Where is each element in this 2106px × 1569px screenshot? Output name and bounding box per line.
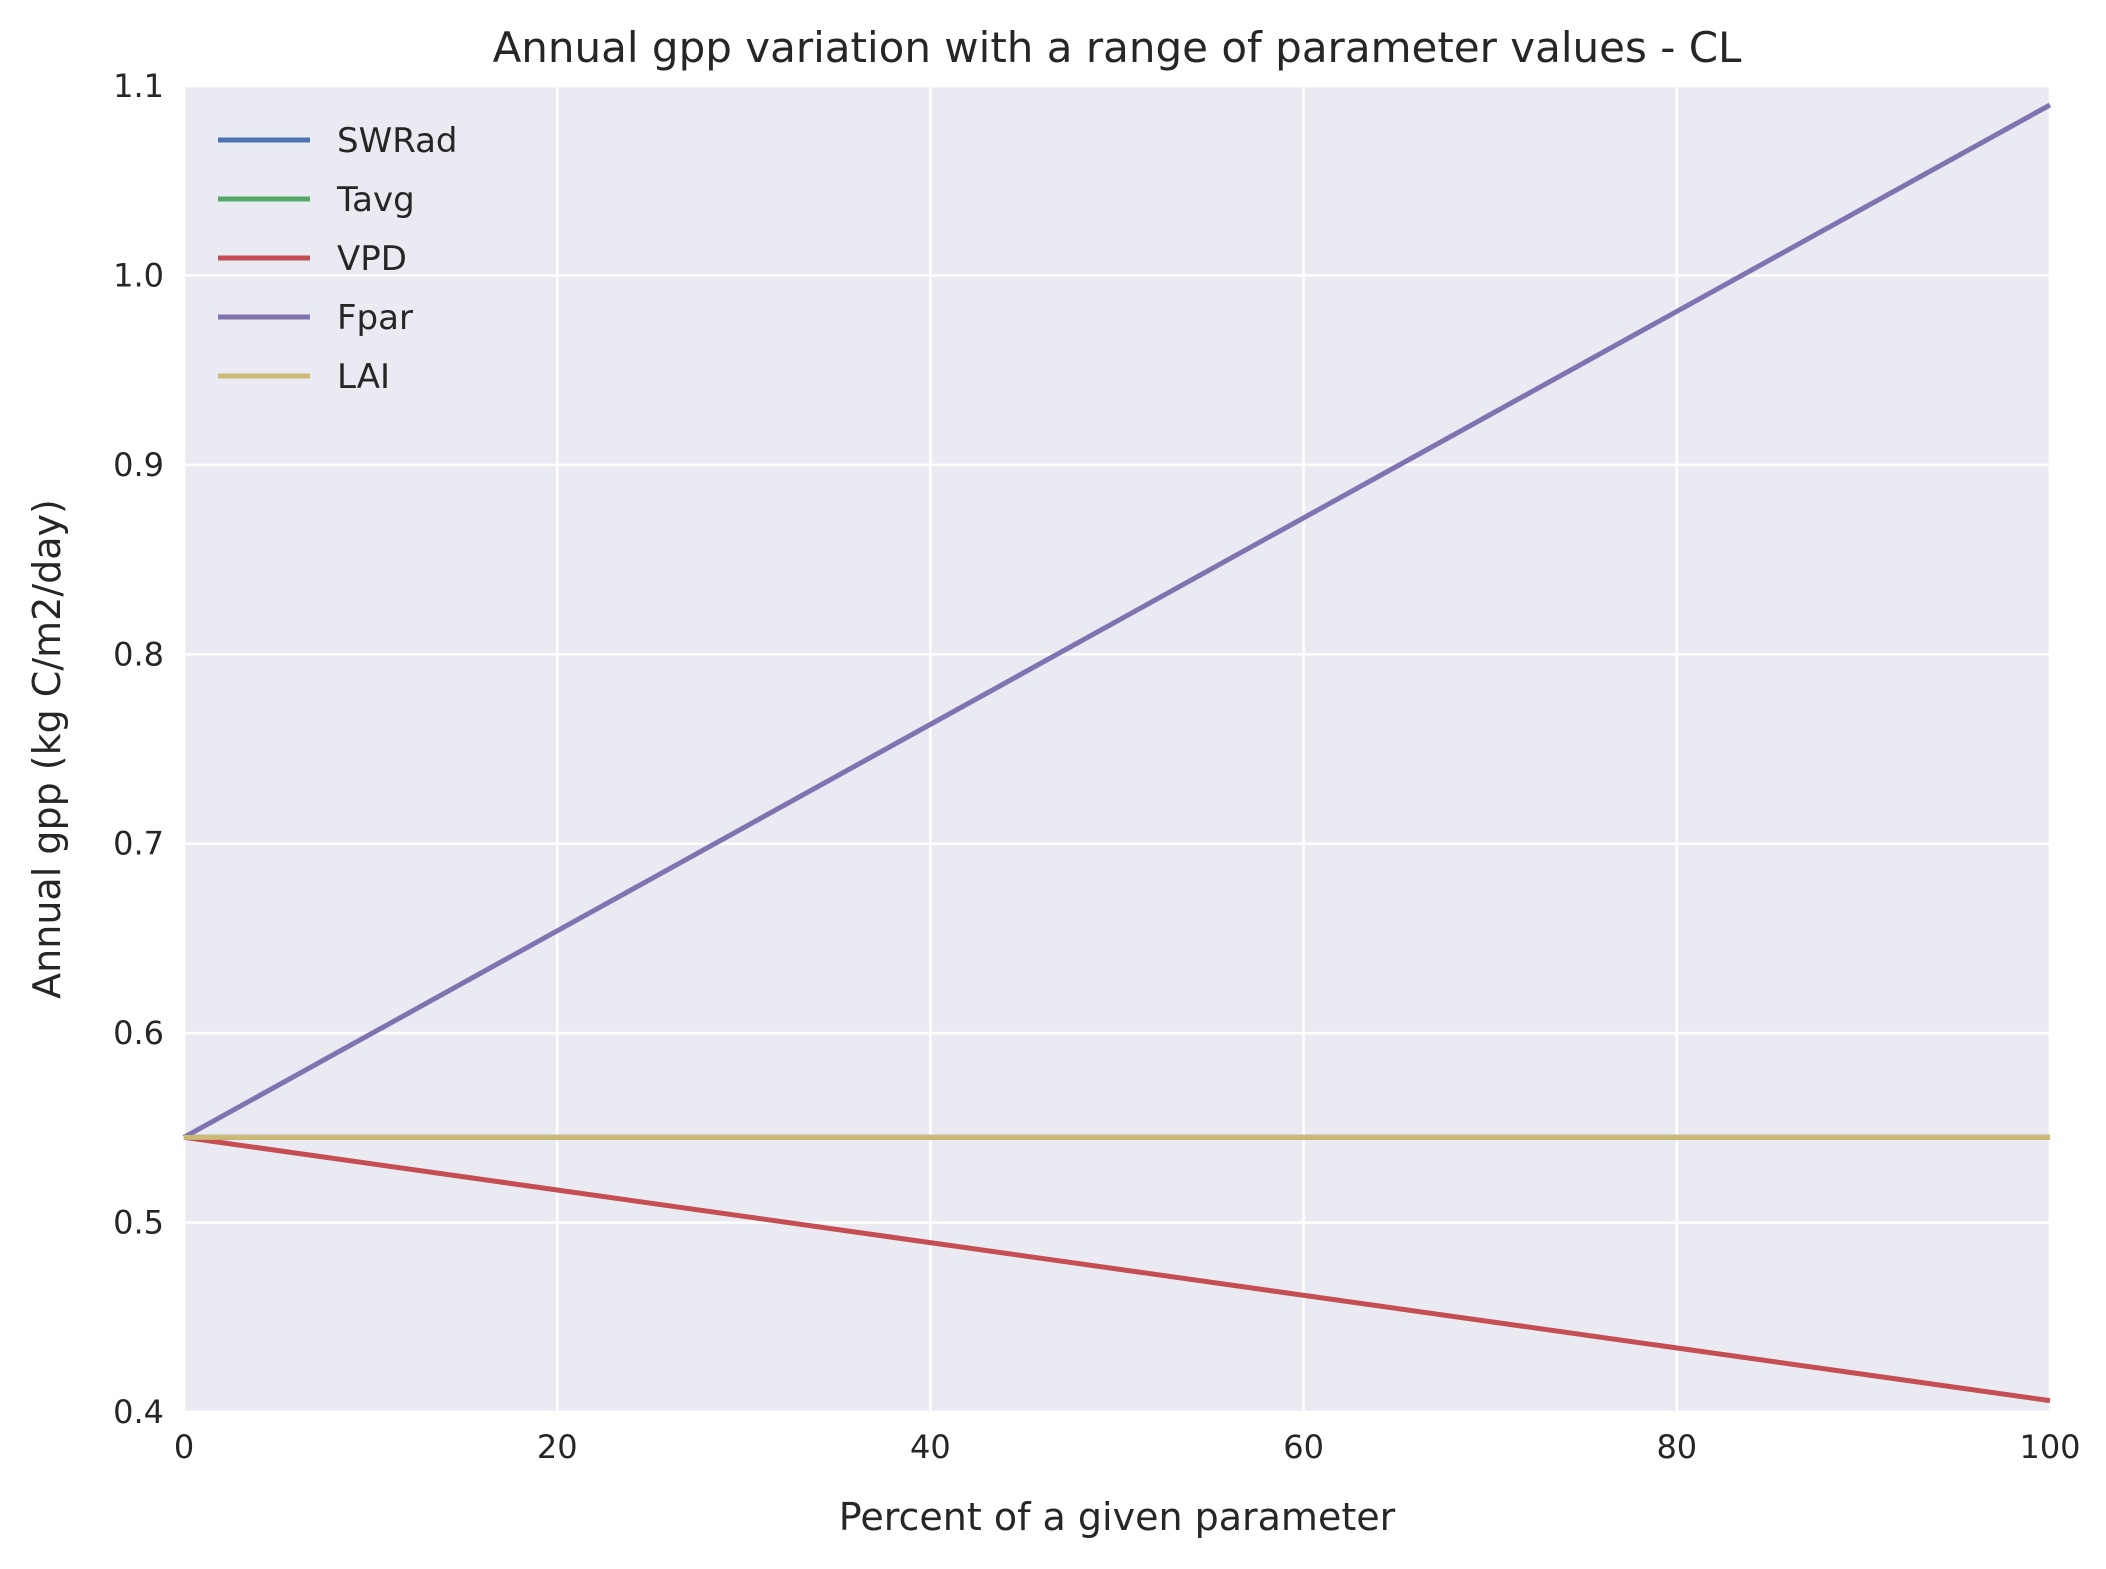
y-tick-label: 0.4 [113,1393,164,1431]
legend-label-vpd: VPD [337,239,407,279]
y-tick-label: 0.5 [113,1204,164,1242]
y-tick-label: 0.9 [113,446,164,484]
x-tick-label: 0 [174,1428,194,1466]
series-lines [182,102,2052,1404]
y-tick-label: 0.6 [113,1014,164,1052]
y-axis-ticks: 0.4 0.5 0.6 0.7 0.8 0.9 1.0 1.1 [113,67,164,1431]
x-axis-ticks: 0 20 40 60 80 100 [174,1428,2081,1466]
legend-label-tavg: Tavg [336,180,415,220]
legend: SWRad Tavg VPD Fpar LAI [218,121,458,397]
x-tick-label: 40 [910,1428,951,1466]
legend-label-fpar: Fpar [337,298,413,338]
series-line-fpar [182,102,2052,1140]
x-tick-label: 60 [1283,1428,1324,1466]
x-tick-label: 100 [2019,1428,2080,1466]
y-tick-label: 0.7 [113,825,164,863]
x-tick-label: 80 [1656,1428,1697,1466]
chart-title: Annual gpp variation with a range of par… [493,23,1742,72]
y-tick-label: 0.8 [113,635,164,673]
series-line-vpd [183,1134,2051,1404]
x-axis-title: Percent of a given parameter [839,1495,1396,1539]
x-tick-label: 20 [537,1428,578,1466]
legend-label-swrad: SWRad [337,121,458,161]
legend-label-lai: LAI [337,357,390,397]
y-tick-label: 1.0 [113,256,164,294]
plot-area [184,86,2050,1412]
y-axis-title: Annual gpp (kg C/m2/day) [25,499,69,999]
y-tick-label: 1.1 [113,67,164,105]
